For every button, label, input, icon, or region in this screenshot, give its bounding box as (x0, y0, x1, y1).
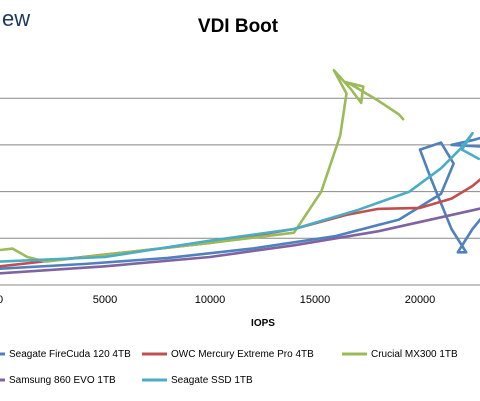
plot-area (0, 68, 480, 275)
series-line-2 (0, 177, 480, 268)
x-tick-label: 10000 (195, 294, 226, 306)
x-tick-label: 15000 (300, 294, 331, 306)
series-line-1 (0, 136, 480, 271)
legend: Seagate FireCuda 120 4TB OWC Mercury Extr… (0, 349, 458, 386)
series-line-3 (0, 68, 405, 263)
x-tick-label: 5000 (93, 294, 117, 306)
legend-label: OWC Mercury Extreme Pro 4TB (171, 349, 314, 360)
legend-label: Seagate FireCuda 120 4TB (9, 349, 131, 360)
x-tick-label: 0 (0, 294, 3, 306)
brand-logo: ew (2, 6, 30, 31)
series-line-4 (0, 207, 480, 275)
x-axis-label: IOPS (251, 318, 275, 329)
legend-label: Seagate SSD 1TB (171, 375, 253, 386)
legend-label: Crucial MX300 1TB (371, 349, 458, 360)
gridlines (0, 97, 480, 239)
series-line-5 (0, 131, 480, 263)
chart-title: VDI Boot (198, 16, 279, 37)
x-axis-ticks: 0500010000150002000025000 (0, 294, 436, 306)
x-tick-label: 20000 (405, 294, 436, 306)
legend-label: Samsung 860 EVO 1TB (9, 375, 116, 386)
